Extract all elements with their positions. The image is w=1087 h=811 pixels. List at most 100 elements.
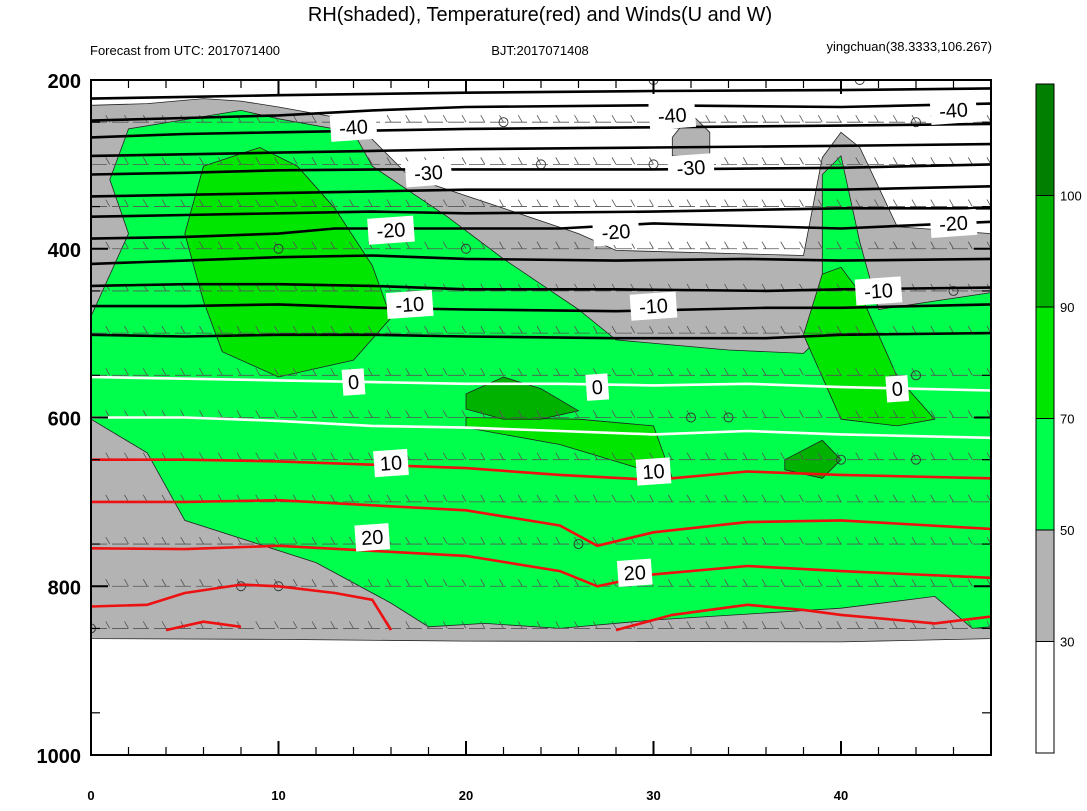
wind-barb-tick	[667, 579, 673, 587]
contour-label-4: -30	[667, 153, 715, 183]
wind-barb-tick	[292, 199, 298, 207]
wind-barb-tick	[705, 579, 711, 587]
wind-barb-tick	[930, 199, 936, 207]
wind-barb-tick	[967, 536, 973, 545]
wind-barb-tick	[874, 579, 879, 587]
wind-barb-tick	[630, 199, 636, 207]
y-tick-label: 600	[48, 409, 81, 431]
wind-barb-tick	[180, 157, 186, 165]
wind-barb-tick	[217, 241, 223, 249]
wind-barb-tick	[724, 579, 729, 587]
wind-barb-tick	[292, 621, 298, 629]
wind-barb-tick	[255, 368, 261, 376]
wind-barb-tick	[161, 621, 167, 629]
wind-barb-tick	[930, 157, 936, 165]
wind-barb-tick	[199, 368, 204, 376]
contour-label-12: 0	[585, 373, 610, 401]
wind-barb-tick	[461, 579, 467, 587]
location-subtitle: yingchuan(38.3333,106.267)	[826, 39, 992, 54]
wind-barb-tick	[817, 579, 823, 587]
wind-barb-tick	[742, 325, 748, 334]
contour-label-8: -10	[385, 289, 434, 320]
wind-barb-tick	[180, 579, 186, 587]
wind-barb-tick	[686, 494, 692, 503]
wind-barb-tick	[874, 621, 879, 629]
wind-barb-tick	[630, 325, 636, 334]
wind-barb-tick	[742, 157, 748, 165]
wind-barb-tick	[817, 241, 823, 249]
wind-barb-tick	[349, 199, 354, 207]
wind-barb-tick	[292, 325, 298, 334]
wind-barb-tick	[124, 325, 129, 334]
wind-barb-tick	[124, 241, 129, 249]
wind-barb-tick	[667, 536, 673, 545]
temperature-contour-9	[91, 282, 991, 293]
wind-barb-tick	[536, 368, 542, 376]
wind-barb-tick	[461, 199, 467, 207]
contour-label-layer: -40 -40 -40 -30 -30 -20 -20 -20 -10 -10 -10 0 0 0 10 10…	[329, 95, 978, 587]
colorbar-label: 50	[1060, 523, 1074, 538]
wind-barb-tick	[724, 114, 729, 123]
rh-region-6	[465, 376, 580, 420]
y-tick-label: 400	[48, 240, 81, 262]
wind-barb-tick	[517, 114, 523, 123]
wind-barb-tick	[836, 410, 842, 418]
wind-barb-tick	[761, 621, 767, 629]
wind-barb-tick	[667, 621, 673, 629]
contour-label-text: -40	[338, 116, 368, 140]
wind-barb-tick	[461, 114, 467, 123]
contour-label-0: -40	[329, 112, 378, 142]
wind-barb-tick	[780, 157, 786, 165]
wind-barb-tick	[536, 157, 542, 165]
wind-barb-tick	[349, 325, 354, 334]
wind-barb-tick	[630, 494, 636, 503]
wind-barb-tick	[967, 241, 973, 249]
wind-barb-tick	[105, 199, 111, 207]
wind-barb-tick	[499, 452, 504, 460]
wind-barb-tick	[499, 536, 504, 545]
wind-barb-tick	[855, 621, 861, 629]
wind-barb-tick	[217, 325, 223, 334]
wind-barb-tick	[705, 494, 711, 503]
wind-barb-tick	[461, 368, 467, 376]
wind-barb-tick	[967, 410, 973, 418]
wind-barb-tick	[611, 494, 617, 503]
wind-barb-tick	[330, 579, 336, 587]
y-tick-label: 200	[48, 71, 81, 93]
wind-barb-tick	[292, 579, 298, 587]
contour-label-text: -30	[676, 157, 706, 181]
wind-barb-tick	[255, 621, 261, 629]
wind-barb-tick	[236, 199, 242, 207]
wind-barb-tick	[911, 536, 917, 545]
wind-barb-tick	[705, 241, 711, 249]
wind-barb-tick	[780, 410, 786, 418]
wind-barb-tick	[705, 621, 711, 629]
wind-barb-tick	[611, 410, 617, 418]
wind-barb-tick	[330, 241, 336, 249]
wind-barb-tick	[967, 452, 973, 460]
wind-barb-tick	[780, 621, 786, 629]
wind-barb-tick	[292, 368, 298, 376]
wind-barb-tick	[367, 494, 373, 503]
wind-barb-tick	[761, 494, 767, 503]
contour-label-box	[329, 112, 378, 142]
wind-barb-tick	[649, 410, 654, 418]
wind-barb-tick	[911, 410, 917, 418]
wind-barb-tick	[292, 410, 298, 418]
wind-barb-tick	[536, 114, 542, 123]
contour-label-box	[585, 373, 610, 401]
wind-barb-tick	[161, 241, 167, 249]
wind-barb-tick	[874, 199, 879, 207]
wind-barb-tick	[630, 114, 636, 123]
wind-barb-tick	[686, 410, 692, 418]
wind-barb-tick	[349, 452, 354, 460]
contour-label-text: -20	[376, 219, 406, 243]
wind-barb-tick	[799, 452, 804, 460]
temperature-contour-1	[91, 102, 991, 122]
wind-barb-tick	[236, 452, 242, 460]
wind-barb-tick	[967, 325, 973, 334]
wind-barb-tick	[199, 157, 204, 165]
wind-barb-tick	[742, 241, 748, 249]
wind-barb-tick	[667, 452, 673, 460]
wind-barb-tick	[236, 241, 242, 249]
